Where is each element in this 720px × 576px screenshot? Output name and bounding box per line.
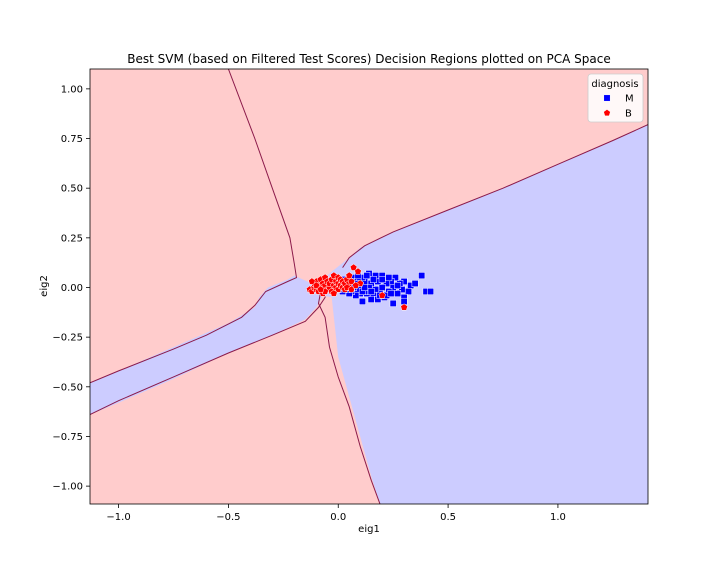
point-m [369, 276, 377, 283]
point-b [347, 277, 356, 285]
point-m [367, 288, 375, 295]
point-b [316, 285, 325, 293]
point-m [418, 272, 426, 280]
point-m [427, 288, 434, 295]
y-tick-label: 0.75 [61, 134, 83, 145]
point-m [385, 274, 393, 282]
point-b [308, 277, 316, 285]
point-m [358, 297, 366, 305]
y-tick-label: 0.50 [61, 184, 83, 195]
y-tick-label: −0.25 [52, 333, 83, 344]
point-b [349, 263, 358, 271]
y-axis: 1.00 0.75 0.50 0.25 0.00 −0.25 −0.50 −0.75 −1.00 [52, 84, 90, 493]
x-axis: −1.0 −0.5 0.0 0.5 1.0 [106, 504, 566, 523]
x-tick-label: 1.0 [550, 512, 566, 523]
legend-title: diagnosis [591, 79, 638, 90]
y-tick-label: 0.00 [61, 283, 83, 294]
legend: diagnosis MB [587, 73, 644, 123]
legend-marker-b [603, 109, 611, 117]
point-m [389, 299, 397, 307]
legend-label-m: M [625, 94, 634, 105]
x-tick-label: 0.5 [440, 512, 456, 523]
legend-box [587, 73, 644, 123]
point-m [394, 282, 402, 289]
point-b [345, 271, 353, 279]
y-tick-label: −0.75 [52, 432, 83, 443]
y-tick-label: 1.00 [61, 84, 83, 95]
decision-boundaries [90, 69, 648, 504]
y-tick-label: −0.50 [52, 382, 83, 393]
decision-regions [90, 69, 648, 504]
legend-marker-m [603, 94, 611, 102]
point-b [400, 303, 408, 311]
y-tick-label: −1.00 [52, 482, 83, 493]
x-tick-label: 0.0 [330, 512, 346, 523]
point-b [352, 281, 360, 289]
legend-label-b: B [625, 109, 632, 120]
y-axis-label: eig2 [39, 275, 50, 297]
boundary-line-3 [317, 291, 381, 504]
legend-entries: MB [603, 94, 634, 120]
point-b [330, 289, 338, 297]
point-m [411, 280, 419, 287]
x-tick-label: −0.5 [216, 512, 240, 523]
region-b-left [90, 69, 380, 504]
chart-title: Best SVM (based on Filtered Test Scores)… [127, 52, 610, 66]
point-m [387, 290, 395, 297]
plot-frame [89, 68, 649, 505]
point-b [312, 281, 320, 289]
point-m [361, 284, 369, 291]
y-tick-label: 0.25 [61, 233, 83, 244]
point-m [394, 290, 402, 297]
point-b [378, 291, 386, 299]
point-m [363, 272, 371, 280]
point-b [354, 267, 362, 275]
point-m [405, 288, 412, 295]
region-b-upper [228, 69, 648, 284]
scatter-points [306, 263, 434, 311]
boundary-line-2 [342, 124, 648, 268]
x-axis-label: eig1 [358, 524, 380, 535]
point-m [367, 295, 375, 303]
boundary-line-0 [90, 69, 298, 384]
x-tick-label: −1.0 [106, 512, 130, 523]
point-m [378, 276, 386, 283]
point-m [378, 284, 386, 291]
plot-area [89, 68, 649, 505]
